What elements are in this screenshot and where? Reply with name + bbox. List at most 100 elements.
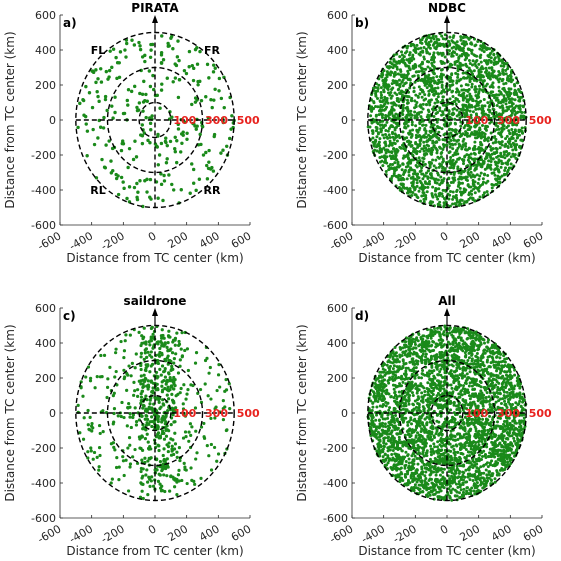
data-point bbox=[222, 75, 226, 79]
data-point bbox=[176, 127, 181, 131]
data-point bbox=[81, 98, 86, 103]
data-point bbox=[436, 86, 440, 90]
data-point bbox=[494, 62, 498, 66]
data-point bbox=[216, 452, 221, 456]
data-point bbox=[488, 47, 492, 51]
data-point bbox=[424, 470, 428, 474]
data-point bbox=[461, 63, 465, 67]
data-point bbox=[415, 181, 419, 185]
data-point bbox=[464, 108, 468, 112]
data-point bbox=[451, 40, 455, 44]
x-tick-label: 600 bbox=[521, 229, 546, 251]
data-point bbox=[394, 168, 398, 172]
data-point bbox=[436, 100, 440, 104]
data-point bbox=[157, 436, 161, 440]
data-point bbox=[160, 468, 164, 473]
data-point bbox=[224, 377, 228, 382]
data-point bbox=[173, 485, 177, 489]
data-point bbox=[137, 330, 141, 334]
data-point bbox=[392, 387, 396, 391]
data-point bbox=[114, 55, 118, 60]
data-point bbox=[213, 416, 217, 420]
data-point bbox=[100, 157, 104, 162]
y-tick-label: 400 bbox=[327, 44, 348, 57]
data-point bbox=[443, 33, 447, 37]
data-point bbox=[144, 366, 148, 370]
data-point bbox=[441, 188, 445, 192]
data-point bbox=[157, 448, 161, 453]
data-point bbox=[125, 424, 129, 428]
data-point bbox=[137, 40, 141, 45]
data-point bbox=[150, 42, 155, 47]
data-point bbox=[224, 428, 228, 433]
data-point bbox=[449, 190, 453, 194]
data-point bbox=[162, 431, 166, 435]
data-point bbox=[76, 125, 80, 130]
scatter-series bbox=[76, 324, 232, 501]
data-point bbox=[144, 423, 149, 427]
data-point bbox=[141, 403, 146, 407]
data-point bbox=[447, 184, 451, 188]
data-point bbox=[397, 100, 401, 104]
data-point bbox=[166, 354, 170, 358]
data-point bbox=[441, 51, 445, 55]
data-point bbox=[159, 373, 163, 377]
data-point bbox=[441, 147, 445, 151]
data-point bbox=[161, 333, 165, 338]
data-point bbox=[146, 138, 150, 143]
data-point bbox=[424, 352, 428, 356]
data-point bbox=[465, 98, 469, 102]
data-point bbox=[479, 53, 483, 57]
data-point bbox=[424, 196, 428, 200]
data-point bbox=[198, 132, 202, 137]
quadrant-label-fr: FR bbox=[204, 44, 221, 57]
data-point bbox=[421, 123, 424, 127]
data-point bbox=[173, 343, 177, 347]
ring-label-500: 500 bbox=[529, 114, 552, 127]
data-point bbox=[101, 430, 105, 434]
data-point bbox=[486, 431, 490, 435]
data-point bbox=[375, 149, 379, 153]
data-point bbox=[487, 55, 491, 59]
data-point bbox=[450, 363, 454, 367]
data-point bbox=[431, 148, 435, 152]
data-point bbox=[497, 131, 501, 135]
data-point bbox=[406, 110, 410, 114]
data-point bbox=[460, 198, 464, 202]
data-point bbox=[148, 121, 153, 126]
data-point bbox=[185, 481, 189, 486]
data-point bbox=[416, 130, 420, 134]
data-point bbox=[148, 55, 153, 60]
data-point bbox=[511, 107, 515, 111]
data-point bbox=[467, 172, 471, 176]
data-point bbox=[81, 394, 85, 398]
data-point bbox=[87, 427, 91, 431]
data-point bbox=[141, 204, 145, 209]
y-tick-label: 600 bbox=[35, 9, 56, 22]
data-point bbox=[496, 98, 500, 102]
data-point bbox=[482, 172, 486, 176]
data-point bbox=[480, 104, 484, 108]
data-point bbox=[467, 146, 471, 150]
data-point bbox=[406, 164, 410, 168]
data-point bbox=[414, 124, 418, 128]
data-point bbox=[184, 468, 188, 472]
data-point bbox=[436, 95, 440, 99]
data-point bbox=[492, 69, 496, 73]
data-point bbox=[427, 41, 431, 44]
data-point bbox=[435, 181, 439, 185]
data-point bbox=[416, 47, 420, 51]
data-point bbox=[421, 147, 425, 151]
data-point bbox=[436, 173, 440, 177]
data-point bbox=[102, 165, 107, 169]
data-point bbox=[471, 63, 474, 67]
data-point bbox=[411, 175, 415, 179]
data-point bbox=[110, 104, 114, 108]
data-point bbox=[185, 392, 189, 396]
data-point bbox=[479, 359, 483, 363]
x-tick-label: -200 bbox=[391, 229, 419, 253]
data-point bbox=[459, 170, 463, 174]
data-point bbox=[463, 168, 467, 172]
data-point bbox=[419, 439, 423, 443]
data-point bbox=[461, 132, 465, 136]
